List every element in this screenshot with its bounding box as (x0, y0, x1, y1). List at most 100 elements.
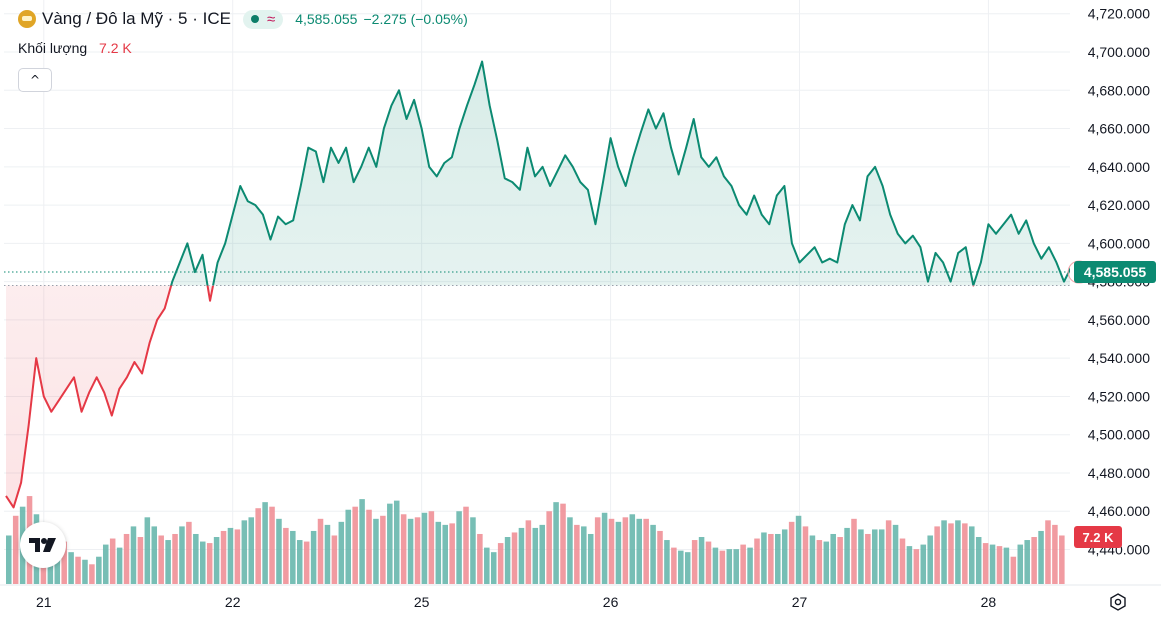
volume-bar (352, 506, 358, 584)
volume-bar (310, 530, 317, 584)
volume-bar (712, 547, 719, 584)
volume-tag (1074, 526, 1122, 548)
price-line-up (170, 60, 1070, 286)
volume-bar (795, 515, 802, 584)
volume-bar (338, 521, 345, 584)
y-tick-label: 4,520.000 (1088, 388, 1150, 404)
volume-bar (116, 547, 123, 584)
volume-label: Khối lượng (18, 40, 88, 56)
volume-bar (740, 544, 746, 584)
volume-bar (456, 511, 462, 584)
volume-bar (650, 524, 656, 584)
volume-bar (788, 521, 795, 584)
volume-bar (567, 517, 573, 584)
volume-bar (269, 506, 275, 584)
volume-bar (594, 517, 601, 584)
volume-bar (109, 538, 116, 584)
volume-bar (705, 541, 712, 584)
x-tick-label: 27 (792, 594, 808, 610)
volume-bar (75, 556, 81, 584)
x-tick-label: 21 (36, 594, 52, 610)
volume-legend: Khối lượng 7.2 K (18, 40, 132, 56)
gold-coin-icon (18, 10, 36, 28)
volume-bar (477, 533, 483, 584)
volume-bar (601, 512, 608, 584)
grid (4, 0, 1070, 584)
volume-bar (283, 527, 289, 584)
volume-bar (1038, 530, 1044, 584)
y-tick-label: 4,540.000 (1088, 350, 1150, 366)
volume-bar (698, 537, 705, 584)
market-status[interactable]: ≈ (242, 9, 284, 29)
volume-bar (102, 544, 109, 584)
y-tick-label: 4,560.000 (1088, 312, 1150, 328)
volume-bar (899, 538, 906, 584)
y-tick-label: 4,480.000 (1088, 465, 1150, 481)
volume-bar (1045, 520, 1051, 584)
volume-bar (989, 544, 996, 584)
volume-bar (518, 527, 525, 584)
y-tick-label: 4,600.000 (1088, 235, 1150, 251)
volume-bar (920, 544, 927, 584)
volume-bar (470, 517, 476, 584)
volume-bar (906, 546, 913, 584)
volume-bar (400, 514, 407, 584)
volume-bar (449, 523, 455, 584)
volume-bar (123, 533, 130, 584)
volume-bar (359, 499, 365, 584)
symbol-title[interactable]: Vàng / Đô la Mỹ · 5 · ICE (42, 9, 231, 28)
volume-bar (158, 535, 164, 584)
volume-bar (193, 533, 199, 584)
price-change: −2.275 (−0.05%) (363, 11, 468, 27)
volume-bar (414, 517, 421, 584)
volume-bar (643, 518, 649, 584)
volume-bar (393, 500, 400, 584)
volume-bar (560, 503, 566, 584)
y-tick-label: 4,640.000 (1088, 159, 1150, 175)
x-tick-label: 22 (225, 594, 241, 610)
volume-bar (962, 523, 968, 584)
volume-bar (199, 541, 206, 584)
x-tick-label: 25 (414, 594, 430, 610)
volume-bar (463, 506, 469, 584)
volume-bar (671, 547, 677, 584)
volume-bar (809, 535, 816, 584)
volume-bar (380, 515, 386, 584)
volume-bar (1024, 540, 1030, 584)
price-line (5, 60, 1070, 509)
volume-bar (484, 547, 490, 584)
volume-bar (366, 509, 372, 584)
volume-bar (241, 520, 248, 584)
volume-bar (927, 535, 933, 584)
volume-bar (969, 526, 975, 584)
volume-bar (255, 508, 261, 584)
chevron-up-icon: ^ (29, 73, 41, 87)
volume-bar (608, 518, 615, 584)
volume-bar (345, 509, 352, 584)
volume-bar (816, 540, 823, 584)
volume-bar (89, 564, 95, 584)
collapse-legend-button[interactable]: ^ (18, 68, 52, 92)
price-axis[interactable]: 4,440.0004,460.0004,480.0004,500.0004,52… (1074, 6, 1156, 558)
time-axis[interactable]: 21 22 25 26 27 28 (0, 584, 1161, 610)
volume-bar (317, 518, 324, 584)
tradingview-logo-icon[interactable] (20, 522, 66, 568)
volume-bar (851, 518, 857, 584)
volume-bar (996, 546, 1003, 584)
volume-bar (823, 541, 830, 584)
volume-bar (955, 520, 961, 584)
volume-bar (248, 517, 255, 584)
volume-bar (622, 517, 629, 584)
volume-bar (1017, 544, 1024, 584)
volume-bar (387, 503, 393, 584)
volume-bar (151, 526, 158, 584)
volume-bar (137, 537, 144, 584)
volume-bar (532, 527, 539, 584)
volume-bar (948, 523, 954, 584)
settings-icon[interactable] (1106, 590, 1130, 614)
volume-bars (6, 496, 1065, 584)
approx-icon: ≈ (266, 10, 276, 28)
volume-bar (802, 526, 809, 584)
volume-bar (290, 530, 296, 584)
